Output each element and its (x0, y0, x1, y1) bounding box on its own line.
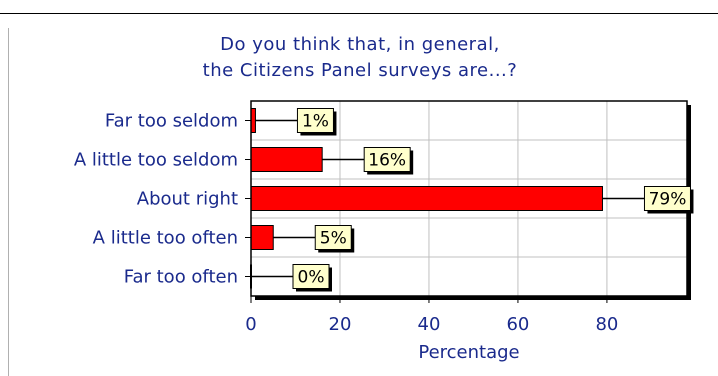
top-divider (0, 13, 718, 14)
x-tick-label: 0 (245, 314, 256, 335)
data-label: 0% (298, 268, 325, 288)
category-label: About right (137, 189, 238, 210)
category-label: A little too seldom (74, 150, 238, 171)
bar (250, 225, 274, 250)
data-label: 1% (302, 112, 329, 132)
data-label: 16% (368, 151, 406, 171)
bar (250, 147, 323, 172)
left-divider (8, 28, 9, 376)
chart-title-line-1: Do you think that, in general, (220, 34, 500, 55)
x-tick-label: 20 (329, 314, 352, 335)
data-label-box (292, 264, 330, 289)
x-tick-label: 60 (506, 314, 529, 335)
category-label: Far too often (124, 267, 238, 288)
x-tick-label: 40 (418, 314, 441, 335)
bar (250, 186, 603, 211)
data-label-box (296, 108, 334, 133)
data-label: 79% (649, 190, 687, 210)
category-label: Far too seldom (105, 111, 238, 132)
chart-title-line-2: the Citizens Panel surveys are...? (202, 60, 518, 81)
data-label-box (314, 225, 352, 250)
data-label: 5% (320, 229, 347, 249)
data-label-box (363, 147, 411, 172)
x-tick-label: 80 (595, 314, 618, 335)
data-label-box (643, 186, 691, 211)
category-label: A little too often (93, 228, 238, 249)
x-axis-title: Percentage (418, 342, 519, 363)
